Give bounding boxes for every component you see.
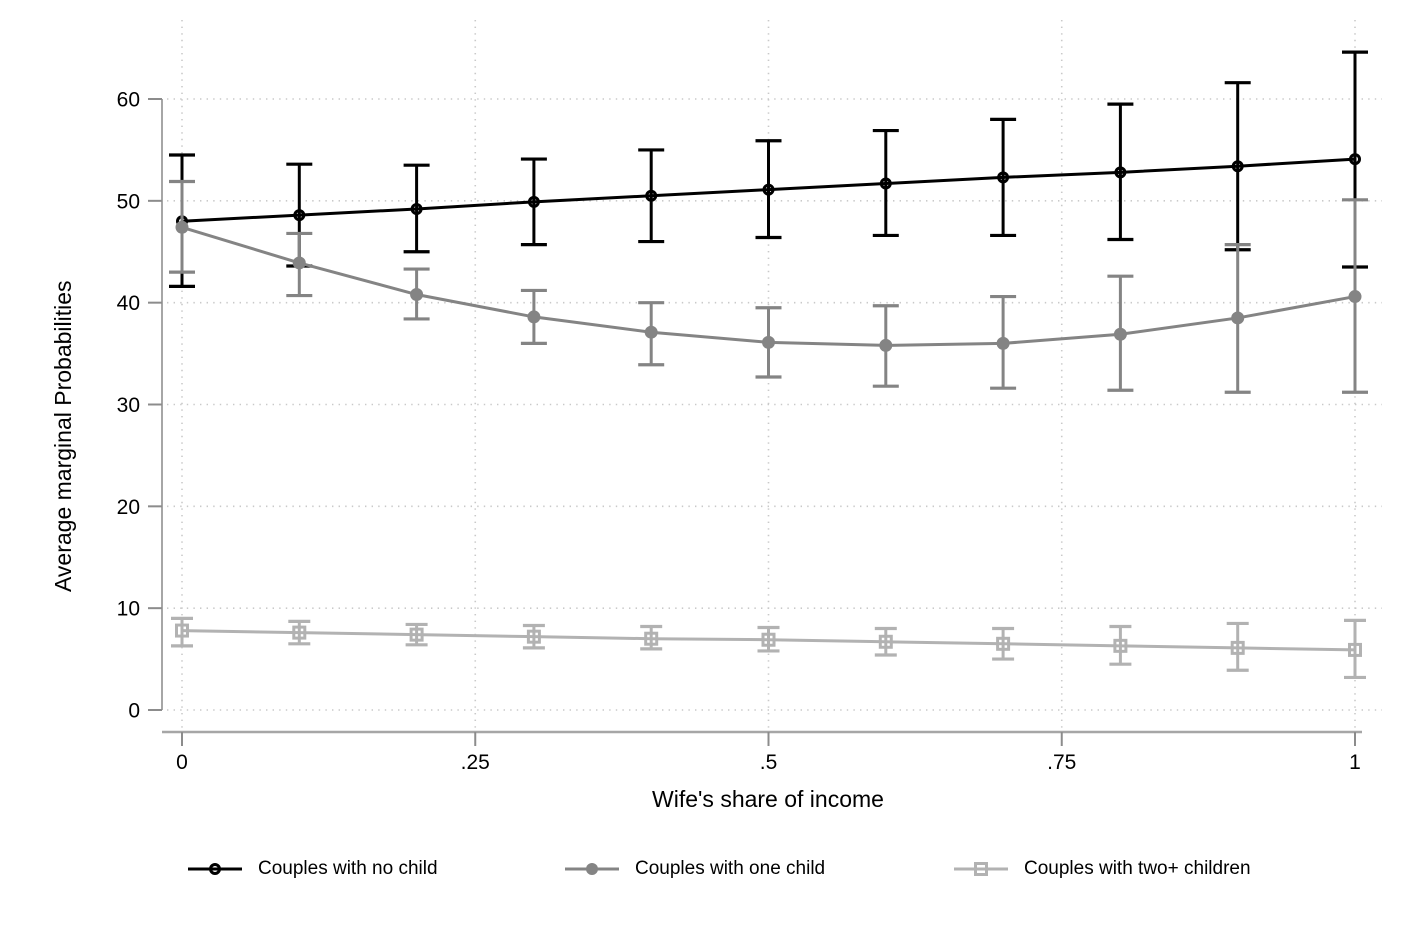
data-point-marker [175, 220, 189, 234]
legend-label-two-plus-children: Couples with two+ children [1024, 858, 1251, 879]
data-point-marker [996, 636, 1011, 651]
data-point-marker [175, 623, 189, 638]
legend-item-two-plus-children: Couples with two+ children [954, 857, 1251, 881]
data-point-marker [1348, 290, 1362, 304]
data-point-marker [1113, 638, 1128, 653]
data-point-marker [879, 338, 893, 352]
y-tick-label: 0 [128, 700, 140, 723]
data-point-marker [996, 336, 1010, 350]
x-tick-label: 1 [1349, 751, 1361, 774]
legend-sample-two-plus-children [954, 862, 1008, 876]
legend-label-no-child: Couples with no child [258, 858, 438, 879]
data-point-marker [762, 183, 775, 196]
y-tick-label: 10 [117, 598, 140, 621]
x-tick-label: 0 [176, 751, 188, 774]
x-tick-label: .5 [760, 751, 778, 774]
data-point-marker [527, 195, 540, 208]
data-point-marker [645, 189, 658, 202]
data-point-marker [1231, 311, 1245, 325]
circle-open-icon [209, 863, 221, 875]
data-point-marker [1230, 640, 1245, 655]
y-axis-title: Average marginal Probabilities [50, 280, 76, 592]
legend-label-one-child: Couples with one child [635, 858, 826, 879]
data-point-marker [409, 627, 424, 642]
data-point-marker [527, 310, 541, 324]
x-tick-label: .75 [1047, 751, 1076, 774]
data-point-marker [1349, 153, 1361, 166]
data-point-marker [761, 632, 776, 647]
y-tick-label: 60 [117, 89, 140, 112]
y-tick-label: 50 [117, 190, 140, 213]
data-point-marker [644, 631, 659, 646]
series-line [181, 157, 1356, 223]
square-open-icon [974, 862, 988, 876]
data-point-marker [1348, 642, 1362, 657]
data-point-marker [878, 634, 893, 649]
data-point-marker [997, 171, 1010, 184]
legend-item-one-child: Couples with one child [565, 857, 825, 881]
series-line [181, 629, 1356, 652]
data-point-marker [1231, 160, 1244, 173]
data-point-marker [526, 629, 541, 644]
data-point-marker [762, 335, 775, 349]
data-point-marker [292, 256, 306, 270]
data-point-marker [293, 209, 306, 222]
y-tick-label: 40 [117, 292, 140, 315]
data-point-marker [644, 325, 658, 339]
legend-item-no-child: Couples with no child [188, 857, 438, 881]
y-tick-label: 30 [117, 394, 140, 417]
circle-filled-icon [586, 863, 598, 875]
data-point-marker [410, 288, 424, 302]
data-point-marker [1113, 327, 1127, 341]
x-axis-title: Wife's share of income [652, 786, 884, 812]
y-tick-label: 20 [117, 496, 140, 519]
legend-sample-no-child [188, 863, 242, 875]
data-point-marker [1114, 166, 1127, 179]
legend-sample-one-child [565, 863, 619, 875]
x-tick-label: .25 [461, 751, 490, 774]
data-point-marker [292, 625, 307, 640]
data-point-marker [879, 177, 892, 190]
data-point-marker [410, 202, 423, 215]
